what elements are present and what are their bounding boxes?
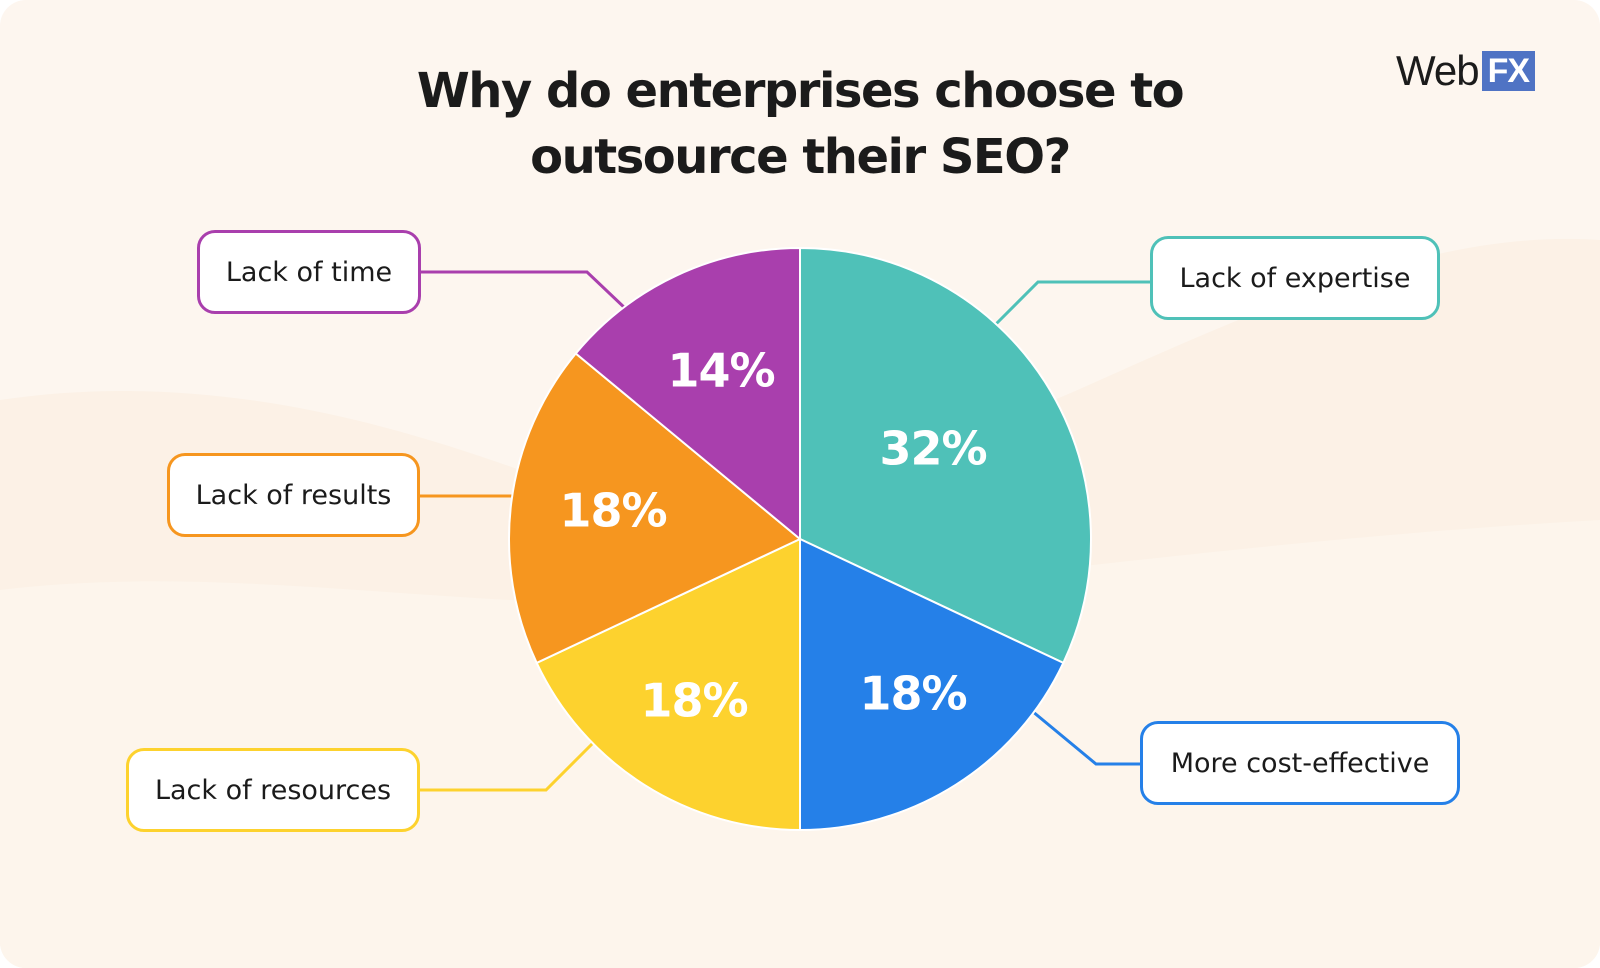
pie-slices [508, 246, 1092, 832]
value-label-lack-of-results: 18% [559, 484, 666, 538]
pie-value-labels: 32% 18% 18% 18% 14% [559, 344, 987, 728]
chart-title-line-2: outsource their SEO? [530, 129, 1071, 185]
pie-slice-lack-of-expertise [799, 246, 1092, 665]
value-label-lack-of-time: 14% [667, 344, 774, 398]
value-label-more-cost-effective: 18% [859, 667, 966, 721]
callout-label-lack-of-resources: Lack of resources [126, 748, 420, 832]
pie-slice-lack-of-resources [535, 537, 801, 832]
pie-slice-lack-of-results [508, 352, 802, 665]
connector-more-cost-effective [1031, 709, 1140, 766]
connector-lack-of-expertise [994, 280, 1150, 326]
connector-lack-of-time [420, 270, 629, 312]
callout-label-lack-of-expertise: Lack of expertise [1150, 236, 1440, 320]
callout-label-lack-of-time: Lack of time [197, 230, 421, 314]
pie-slice-more-cost-effective [799, 537, 1065, 832]
logo-web-text: Web [1396, 47, 1480, 94]
logo-fx-badge: FX [1481, 51, 1536, 91]
pie-slice-lack-of-time [574, 246, 801, 542]
chart-title: Why do enterprises choose to outsource t… [300, 58, 1300, 190]
callout-label-lack-of-results: Lack of results [167, 453, 420, 537]
webfx-logo: Web FX [1396, 47, 1536, 94]
chart-title-line-1: Why do enterprises choose to [416, 63, 1185, 119]
value-label-lack-of-resources: 18% [640, 674, 747, 728]
connector-lack-of-resources [420, 738, 598, 792]
callout-label-more-cost-effective: More cost-effective [1140, 721, 1460, 805]
callout-connectors [420, 270, 1150, 792]
value-label-lack-of-expertise: 32% [879, 422, 986, 476]
